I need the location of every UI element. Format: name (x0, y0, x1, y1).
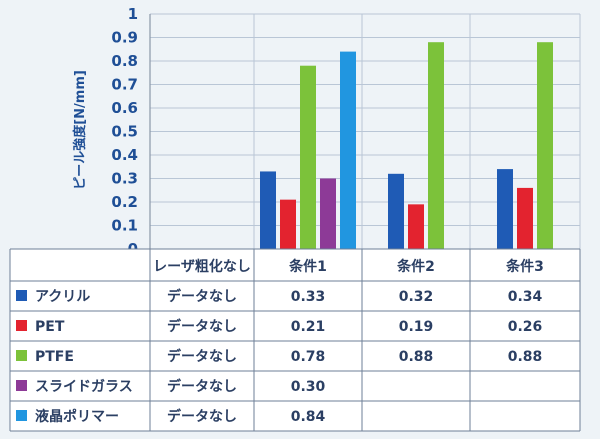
legend-label: アクリル (35, 289, 90, 305)
data-label: 0.19 (399, 319, 434, 335)
data-label: データなし (167, 318, 237, 335)
grid-lines (149, 13, 581, 250)
data-label: 0.88 (399, 349, 434, 365)
legend-swatch (16, 410, 27, 421)
bar-PTFE-条件2 (428, 42, 444, 250)
bar-アクリル-条件1 (260, 171, 276, 249)
data-label: データなし (167, 288, 237, 305)
legend-swatch (16, 320, 27, 331)
data-label: 0.88 (508, 349, 543, 365)
y-tick-label: 0.1 (111, 217, 138, 235)
bar-アクリル-条件3 (497, 169, 513, 249)
y-tick-label: 0.7 (111, 76, 138, 94)
y-tick-label: 0.5 (111, 123, 138, 141)
bar-PET-条件3 (517, 187, 533, 249)
data-label: 0.26 (508, 319, 543, 335)
y-tick-label: 0.6 (111, 99, 138, 117)
bar-PTFE-条件1 (300, 65, 316, 249)
bar-PET-条件2 (408, 204, 424, 249)
y-tick-label: 0.8 (111, 52, 138, 70)
data-label: 0.21 (291, 319, 326, 335)
category-label: レーザ粗化なし (153, 258, 251, 275)
y-tick-label: 0.3 (111, 170, 138, 188)
data-label: 0.33 (291, 289, 326, 305)
data-label: 0.32 (399, 289, 434, 305)
category-label: 条件3 (505, 258, 544, 275)
bar-アクリル-条件2 (388, 173, 404, 249)
data-label: データなし (167, 348, 237, 365)
y-tick-label: 0.2 (111, 193, 138, 211)
y-tick-label: 0.9 (111, 29, 138, 47)
y-tick-label: 0.4 (111, 146, 138, 164)
legend-label: 液晶ポリマー (35, 408, 119, 425)
data-label: 0.84 (291, 409, 326, 425)
legend-label: スライドガラス (35, 379, 133, 395)
bar-液晶ポリマー-条件1 (340, 51, 356, 249)
bar-スライドガラス-条件1 (320, 178, 336, 249)
data-label: データなし (167, 378, 237, 395)
legend-swatch (16, 380, 27, 391)
legend-swatch (16, 350, 27, 361)
category-label: 条件2 (396, 258, 435, 275)
bars (260, 42, 553, 250)
legend-label: PET (35, 319, 65, 335)
table-background (10, 249, 580, 431)
legend-swatch (16, 290, 27, 301)
category-label: 条件1 (288, 258, 327, 275)
bar-PTFE-条件3 (537, 42, 553, 250)
data-label: 0.78 (291, 349, 326, 365)
data-label: 0.30 (291, 379, 326, 395)
legend-label: PTFE (35, 349, 74, 365)
data-label: データなし (167, 408, 237, 425)
bar-PET-条件1 (280, 199, 296, 249)
y-tick-label: 1 (128, 5, 138, 23)
data-label: 0.34 (508, 289, 543, 305)
y-axis-ticks: 00.10.20.30.40.50.60.70.80.91 (111, 5, 138, 258)
y-axis-label: ピール強度[N/mm] (72, 70, 88, 190)
